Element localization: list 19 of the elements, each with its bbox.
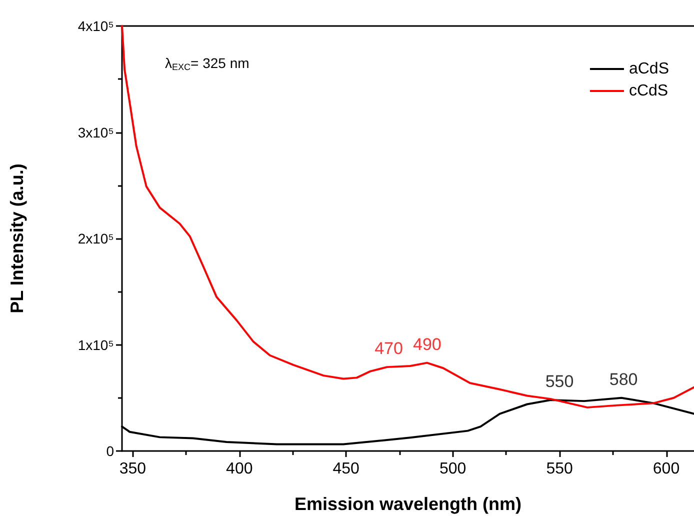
x-tick-label: 600 [652,460,680,478]
x-tick-label: 350 [119,460,146,478]
x-tick-label: 500 [439,460,466,478]
x-tick-label: 450 [332,460,360,478]
y-axis-title: PL Intensity (a.u.) [7,164,27,314]
y-tick-label: 0 [106,443,114,459]
annotation: 550 [545,372,574,391]
y-tick-label: 2x10⁵ [78,230,114,246]
annotation: 490 [413,334,442,354]
x-axis-title: Emission wavelength (nm) [294,494,522,514]
y-tick-label: 3x10⁵ [78,124,114,140]
y-tick-label: 4x10⁵ [78,18,114,34]
legend-label: cCdS [628,82,668,100]
legend-label: aCdS [628,60,670,78]
y-tick-label: 1x10⁵ [78,336,114,353]
x-tick-label: 400 [226,460,253,478]
annotation: 580 [609,370,638,389]
x-tick-label: 550 [546,460,573,478]
annotation: 470 [374,339,403,358]
